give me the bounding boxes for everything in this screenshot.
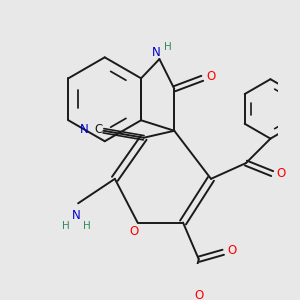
Text: C: C (94, 122, 102, 136)
Text: N: N (152, 46, 160, 59)
Text: O: O (227, 244, 237, 257)
Text: N: N (72, 209, 81, 222)
Text: O: O (276, 167, 286, 180)
Text: O: O (206, 70, 216, 83)
Text: H: H (83, 221, 91, 231)
Text: O: O (194, 290, 203, 300)
Text: O: O (129, 225, 139, 238)
Text: H: H (62, 221, 70, 231)
Text: H: H (164, 42, 172, 52)
Text: N: N (80, 122, 88, 136)
